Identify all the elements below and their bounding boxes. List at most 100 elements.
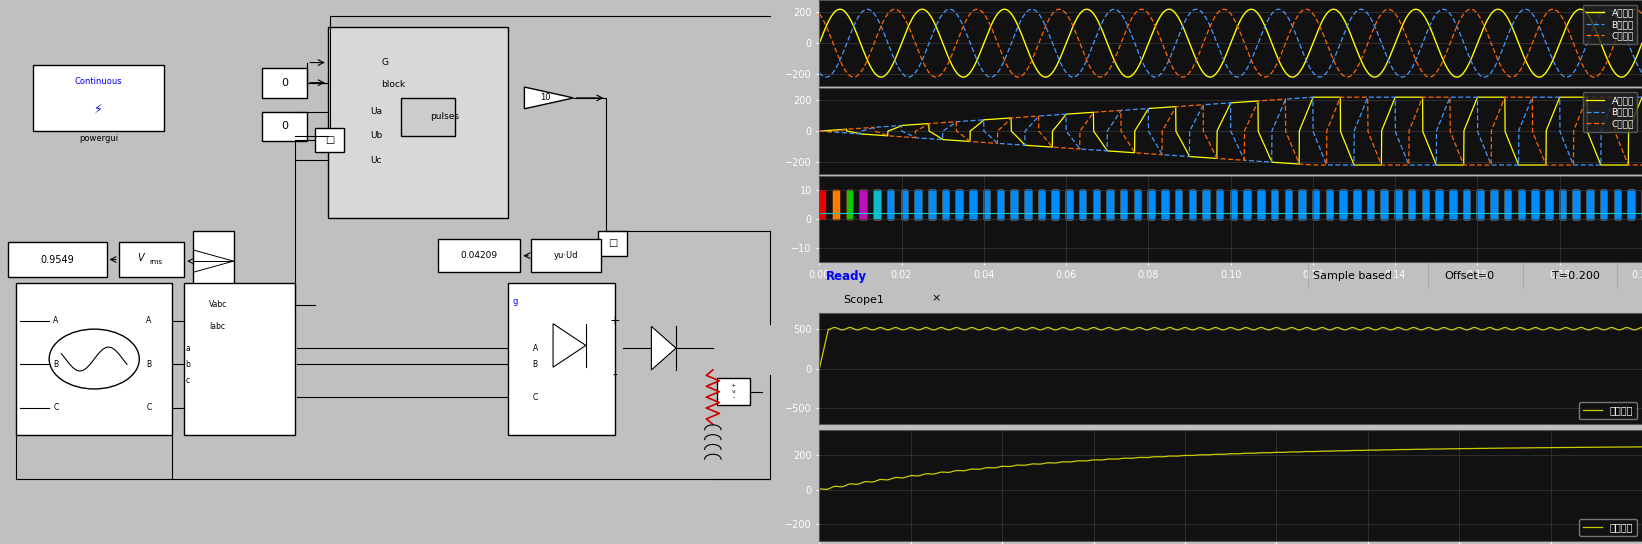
Text: Sample based: Sample based [1314, 271, 1392, 281]
Text: powergui: powergui [79, 134, 118, 143]
Text: Uc: Uc [371, 156, 383, 165]
Text: Ready: Ready [826, 270, 867, 283]
Bar [530, 239, 601, 272]
A相电流 [810, 128, 829, 134]
Legend: 输出电压: 输出电压 [1578, 401, 1637, 419]
Text: C: C [532, 393, 539, 401]
B相电压 [903, 71, 923, 78]
Text: yu·Ud: yu·Ud [553, 251, 578, 260]
Polygon shape [553, 324, 586, 367]
A相电压 [1632, 40, 1642, 46]
Bar [507, 283, 614, 435]
A相电压 [1616, 71, 1635, 78]
A相电流 [1529, 162, 1548, 168]
Text: rms: rms [149, 259, 163, 265]
C相电压 [952, 26, 972, 32]
B相电压 [952, 21, 972, 27]
A相电压 [810, 40, 829, 46]
Text: 0: 0 [281, 78, 289, 88]
输出电流 [1632, 443, 1642, 450]
B相电压 [1616, 35, 1635, 41]
B相电流 [810, 128, 829, 134]
B相电压 [1161, 53, 1181, 59]
C相电压 [1527, 27, 1547, 33]
Text: ×: × [931, 294, 941, 304]
输出电压 [1527, 325, 1547, 331]
Line: B相电流: B相电流 [819, 97, 1642, 165]
B相电压 [1598, 6, 1617, 13]
Bar [328, 27, 507, 218]
A相电流 [1125, 128, 1144, 134]
C相电压 [1626, 6, 1642, 13]
B相电压 [1632, 69, 1642, 76]
Text: A: A [146, 317, 151, 325]
输出电流 [1125, 455, 1144, 461]
B相电流 [1161, 152, 1181, 158]
A相电压 [952, 73, 972, 80]
Bar [718, 378, 750, 405]
B相电压 [816, 74, 836, 81]
C相电流 [1125, 150, 1144, 156]
Bar [263, 68, 307, 98]
C相电流 [1304, 162, 1323, 168]
B相电流 [903, 133, 923, 140]
Bar [33, 65, 164, 131]
B相电压 [810, 69, 829, 76]
Legend: A相电流, B相电流, C相电流: A相电流, B相电流, C相电流 [1583, 92, 1637, 132]
A相电流 [1632, 94, 1642, 101]
Text: C: C [53, 404, 59, 412]
输出电流 [952, 467, 972, 474]
输出电压 [1161, 324, 1181, 331]
Circle shape [49, 329, 140, 389]
A相电流 [903, 121, 923, 128]
B相电流 [1125, 106, 1144, 113]
Bar [8, 242, 107, 277]
Text: +
v
-: + v - [731, 384, 736, 400]
A相电压 [831, 6, 851, 13]
输出电压 [1125, 326, 1144, 332]
B相电压 [1527, 20, 1547, 26]
Text: Iabc: Iabc [209, 322, 225, 331]
B相电流 [1358, 94, 1378, 101]
A相电压 [1161, 7, 1181, 13]
C相电压 [1125, 10, 1144, 16]
Text: 10: 10 [540, 94, 550, 102]
输出电压 [1616, 324, 1635, 331]
A相电流 [952, 138, 972, 144]
Text: g: g [512, 298, 517, 306]
B相电流 [952, 118, 972, 125]
A相电压 [1527, 73, 1547, 80]
Bar [402, 98, 455, 136]
A相电流 [1304, 94, 1323, 101]
输出电压 [1632, 324, 1642, 331]
输出电流 [810, 486, 829, 492]
B相电流 [1632, 94, 1642, 101]
输出电流 [816, 486, 836, 493]
C相电压 [810, 10, 829, 17]
Text: B: B [146, 360, 151, 369]
Bar [598, 231, 627, 256]
Text: pulses: pulses [430, 113, 460, 121]
Text: Offset=0: Offset=0 [1445, 271, 1494, 281]
Text: ⚡: ⚡ [94, 102, 103, 115]
Text: B: B [532, 360, 537, 369]
Text: V: V [138, 254, 144, 263]
Text: C: C [146, 404, 151, 412]
Bar [263, 112, 307, 141]
Legend: A相电压, B相电压, C相电压: A相电压, B相电压, C相电压 [1583, 4, 1637, 44]
A相电流 [1345, 162, 1365, 168]
输出电流 [1161, 453, 1181, 459]
Line: C相电压: C相电压 [819, 9, 1642, 77]
C相电压 [1161, 60, 1181, 67]
C相电流 [1616, 157, 1635, 164]
B相电流 [1529, 94, 1548, 101]
输出电压 [952, 326, 972, 333]
Text: □: □ [325, 135, 335, 145]
输出电压 [903, 325, 923, 331]
Line: A相电压: A相电压 [819, 9, 1642, 77]
Text: Continuous: Continuous [74, 77, 122, 86]
Text: -: - [612, 368, 617, 382]
Text: Ua: Ua [371, 107, 383, 116]
Line: B相电压: B相电压 [819, 9, 1642, 77]
Text: block: block [381, 80, 406, 89]
